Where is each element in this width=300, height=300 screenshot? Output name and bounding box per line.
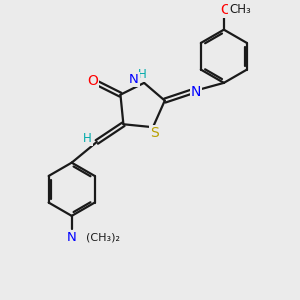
Text: O: O (220, 3, 231, 17)
Text: N: N (67, 231, 76, 244)
Text: N: N (129, 73, 139, 86)
Text: CH₃: CH₃ (229, 3, 251, 16)
Text: O: O (87, 74, 98, 88)
Text: H: H (138, 68, 147, 81)
Text: H: H (83, 132, 92, 145)
Text: (CH₃)₂: (CH₃)₂ (86, 232, 121, 242)
Text: S: S (150, 126, 159, 140)
Text: N: N (190, 85, 201, 99)
